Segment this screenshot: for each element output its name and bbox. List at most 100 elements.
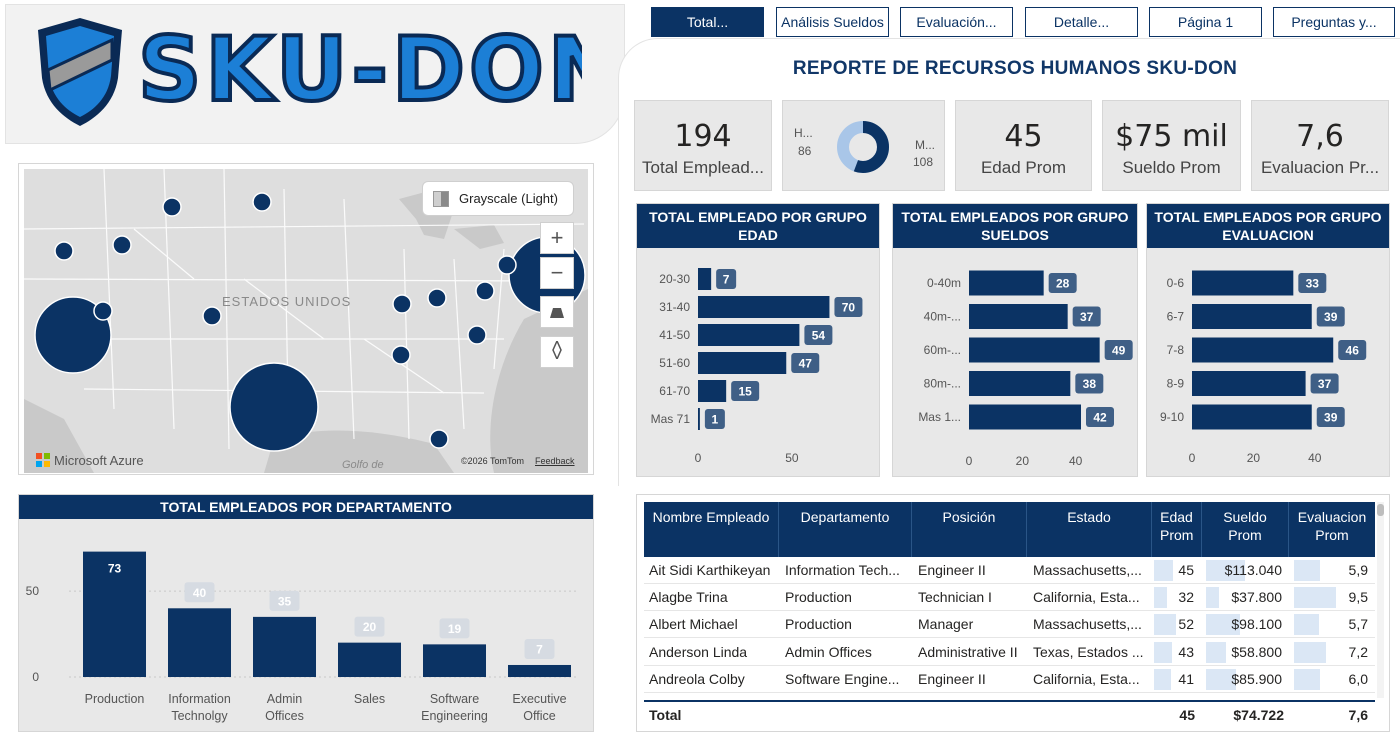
data-label: 33 xyxy=(1306,277,1320,291)
map-bubble[interactable] xyxy=(252,192,272,212)
cell-sueldo: $37.800 xyxy=(1231,589,1282,606)
table-row[interactable]: Anderson Linda Admin Offices Administrativ… xyxy=(644,639,1375,666)
bar[interactable] xyxy=(969,404,1081,430)
map-bubble[interactable] xyxy=(162,197,182,217)
tilt-button[interactable] xyxy=(540,296,574,328)
azure-logo-icon xyxy=(36,453,50,472)
kpi-label: Sueldo Prom xyxy=(1122,158,1221,177)
chart-grupo-evaluacion[interactable]: TOTAL EMPLEADOS POR GRUPO EVALUACION 0-6… xyxy=(1146,203,1390,477)
bar[interactable] xyxy=(698,296,830,318)
kpi-label: Evaluacion Pr... xyxy=(1260,158,1380,177)
tab-detalle[interactable]: Detalle... xyxy=(1025,7,1138,37)
bar[interactable] xyxy=(1192,304,1312,329)
map-bubble[interactable] xyxy=(34,296,112,374)
bar[interactable] xyxy=(698,380,727,402)
logo-text: SKU-DON xyxy=(138,22,582,118)
bar[interactable] xyxy=(1192,371,1306,396)
map-bubble[interactable] xyxy=(427,288,447,308)
zoom-out-button[interactable]: − xyxy=(540,257,574,289)
bar[interactable] xyxy=(423,644,486,677)
map-canvas[interactable]: ESTADOS UNIDOS Golfo de + − xyxy=(24,169,588,473)
map-feedback-link[interactable]: Feedback xyxy=(535,456,575,466)
category-label: 40m-... xyxy=(924,310,961,324)
bar[interactable] xyxy=(698,324,800,346)
col-estado[interactable]: Estado xyxy=(1027,502,1152,557)
map-bubble[interactable] xyxy=(229,362,319,452)
bar[interactable] xyxy=(698,408,700,430)
map-bubble[interactable] xyxy=(429,429,449,449)
category-label: 7-8 xyxy=(1167,343,1185,357)
bar[interactable] xyxy=(969,304,1068,329)
zoom-in-button[interactable]: + xyxy=(540,222,574,254)
bar[interactable] xyxy=(1192,404,1312,430)
compass-icon xyxy=(552,339,562,361)
cell-depto: Production xyxy=(785,616,852,633)
data-label-box xyxy=(1298,273,1327,293)
table-scroll-thumb[interactable] xyxy=(1377,504,1384,516)
tab-total[interactable]: Total... xyxy=(651,7,764,37)
table-row[interactable]: Alagbe Trina Production Technician I Califo… xyxy=(644,584,1375,612)
kpi-sueldo-prom[interactable]: $75 mil Sueldo Prom xyxy=(1102,100,1241,191)
map-bubble[interactable] xyxy=(467,325,487,345)
cell-eval: 9,5 xyxy=(1348,589,1368,606)
kpi-label: Total Emplead... xyxy=(642,158,764,177)
map-bubble[interactable] xyxy=(392,294,412,314)
col-sueldo[interactable]: Sueldo Prom xyxy=(1202,502,1289,557)
donut-slice-m[interactable] xyxy=(837,121,889,173)
bar[interactable] xyxy=(338,642,401,677)
chart-grupo-sueldos[interactable]: TOTAL EMPLEADOS POR GRUPO SUELDOS 0-40m 2… xyxy=(892,203,1138,477)
x-tick-label: 50 xyxy=(785,451,799,465)
map-bubble[interactable] xyxy=(475,281,495,301)
tab-evaluacion[interactable]: Evaluación... xyxy=(900,7,1013,37)
bar[interactable] xyxy=(1192,270,1294,296)
bar[interactable] xyxy=(168,608,231,677)
bar[interactable] xyxy=(698,352,787,374)
chart-departamento[interactable]: TOTAL EMPLEADOS POR DEPARTAMENTO 0 50 73 Pr… xyxy=(18,494,594,732)
kpi-edad-prom[interactable]: 45 Edad Prom xyxy=(955,100,1092,191)
data-label: 28 xyxy=(1056,277,1070,291)
map-bubble[interactable] xyxy=(391,345,411,365)
map-copyright: ©2026 TomTom xyxy=(461,456,524,466)
kpi-genero-donut[interactable]: H... 86 M... 108 xyxy=(782,100,945,191)
bar[interactable] xyxy=(1192,337,1334,363)
x-tick-label: 20 xyxy=(1016,454,1030,468)
map-style-selector[interactable]: Grayscale (Light) xyxy=(422,181,574,216)
cell-posicion: Engineer II xyxy=(918,562,986,578)
tab-pagina-1[interactable]: Página 1 xyxy=(1149,7,1262,37)
kpi-evaluacion-prom[interactable]: 7,6 Evaluacion Pr... xyxy=(1251,100,1389,191)
compass-button[interactable] xyxy=(540,336,574,368)
col-departamento[interactable]: Departamento xyxy=(779,502,912,557)
map-bubble[interactable] xyxy=(93,301,113,321)
data-bar-eval xyxy=(1294,641,1326,663)
tab-analisis-sueldos[interactable]: Análisis Sueldos xyxy=(776,7,889,37)
table-row[interactable]: Ait Sidi Karthikeyan Information Tech... E… xyxy=(644,557,1375,584)
map-bubble[interactable] xyxy=(202,306,222,326)
col-evaluacion[interactable]: Evaluacion Prom xyxy=(1297,509,1367,543)
cell-edad: 52 xyxy=(1178,616,1194,633)
cell-depto: Production xyxy=(785,589,852,606)
map-bubble[interactable] xyxy=(54,241,74,261)
bar[interactable] xyxy=(698,268,712,290)
bar[interactable] xyxy=(253,616,316,677)
bar[interactable] xyxy=(969,371,1071,396)
bar[interactable] xyxy=(969,270,1044,296)
table-scrollbar[interactable] xyxy=(1377,502,1384,698)
bar[interactable] xyxy=(508,664,571,677)
map-bubble[interactable] xyxy=(112,235,132,255)
map-bubble[interactable] xyxy=(497,255,517,275)
chart-title: TOTAL EMPLEADOS POR GRUPO EVALUACION xyxy=(1147,204,1389,248)
col-edad[interactable]: Edad Prom xyxy=(1152,502,1202,557)
tab-preguntas[interactable]: Preguntas y... xyxy=(1273,7,1395,37)
col-posicion[interactable]: Posición xyxy=(912,502,1027,557)
shield-logo-icon xyxy=(38,18,122,126)
map-country-label: ESTADOS UNIDOS xyxy=(222,294,352,309)
chart-grupo-edad[interactable]: TOTAL EMPLEADO POR GRUPO EDAD 20-30 7 31-4… xyxy=(636,203,880,477)
table-row[interactable]: Andreola Colby Software Engine... Engineer… xyxy=(644,666,1375,693)
category-label: Information xyxy=(168,692,231,706)
col-nombre[interactable]: Nombre Empleado xyxy=(644,502,779,557)
bar[interactable] xyxy=(969,337,1100,363)
table-row[interactable]: Albert Michael Production Manager Massachus… xyxy=(644,611,1375,639)
donut-right-value: 108 xyxy=(913,155,934,169)
bar[interactable] xyxy=(83,551,146,677)
kpi-total-empleados[interactable]: 194 Total Emplead... xyxy=(634,100,772,191)
